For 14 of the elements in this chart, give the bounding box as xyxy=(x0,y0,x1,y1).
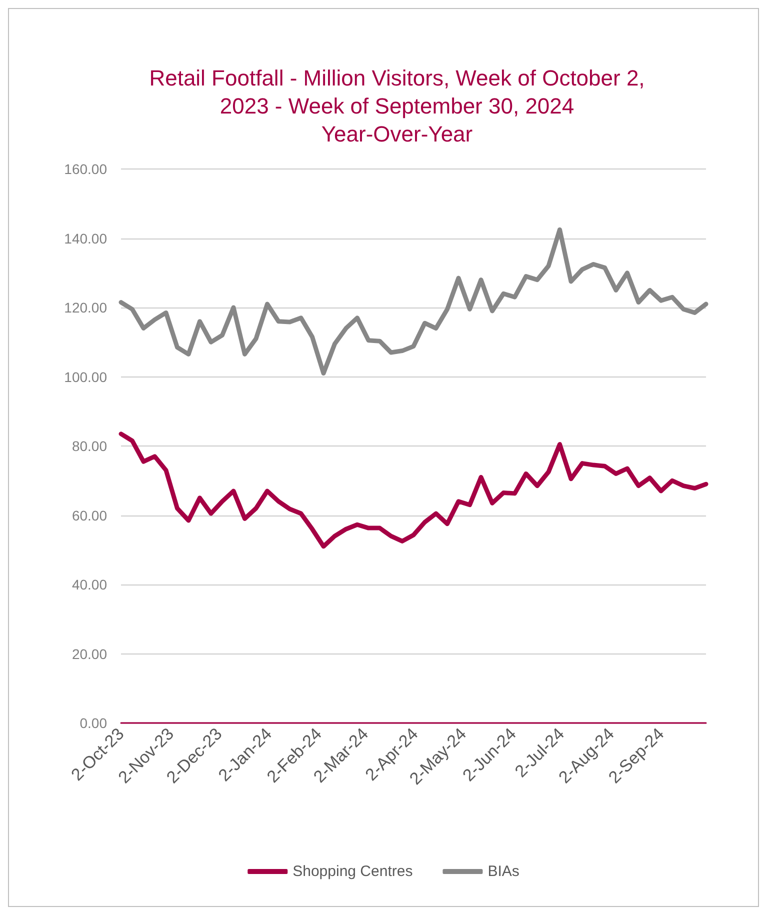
y-tick-label: 60.00 xyxy=(72,507,108,524)
y-tick-label: 80.00 xyxy=(72,438,108,454)
legend-label: BIAs xyxy=(488,863,520,880)
line-series xyxy=(118,432,708,549)
y-tick-label: 100.00 xyxy=(64,368,108,385)
legend-label: Shopping Centres xyxy=(292,863,413,880)
y-tick-label: 20.00 xyxy=(72,646,108,662)
line-series xyxy=(118,227,708,376)
y-tick-label: 120.00 xyxy=(64,300,108,316)
y-tick-label: 160.00 xyxy=(64,161,108,177)
y-tick-label: 140.00 xyxy=(64,230,108,246)
chart-title: Retail Footfall - Million Visitors, Week of October 2, 2023 - Week of September 30, 2024 Year-Over-Year xyxy=(149,66,645,146)
y-tick-label: 0.00 xyxy=(80,715,108,731)
y-tick-label: 40.00 xyxy=(72,576,108,592)
